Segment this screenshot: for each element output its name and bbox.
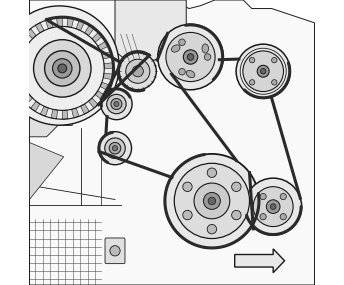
Circle shape [187,54,194,60]
FancyBboxPatch shape [105,238,125,264]
Polygon shape [115,0,186,63]
Circle shape [236,44,290,98]
Polygon shape [40,106,49,116]
Circle shape [58,64,67,73]
Circle shape [34,40,91,97]
Circle shape [272,58,277,63]
Polygon shape [35,23,44,33]
Circle shape [165,154,259,248]
Circle shape [111,99,122,109]
Polygon shape [80,104,89,114]
Circle shape [158,24,223,90]
Circle shape [183,210,192,220]
Circle shape [183,182,192,192]
Polygon shape [92,32,102,42]
Polygon shape [56,18,62,27]
Polygon shape [62,110,68,119]
Circle shape [183,50,198,64]
Circle shape [207,225,217,234]
Polygon shape [100,82,110,90]
Polygon shape [45,19,53,29]
Circle shape [203,192,221,209]
Circle shape [260,213,266,220]
Circle shape [132,66,143,77]
Polygon shape [19,37,30,46]
Polygon shape [235,249,284,273]
Polygon shape [31,101,40,111]
Circle shape [260,194,266,200]
Circle shape [257,65,269,77]
Polygon shape [67,18,74,27]
Circle shape [272,80,277,85]
Polygon shape [76,21,84,30]
Circle shape [109,142,121,154]
Circle shape [266,200,280,213]
Circle shape [260,68,266,74]
Polygon shape [26,29,36,39]
Ellipse shape [202,44,208,53]
Polygon shape [30,142,64,200]
Circle shape [105,138,125,158]
Circle shape [208,197,216,205]
Circle shape [243,51,283,91]
Circle shape [174,163,249,239]
Circle shape [166,32,215,82]
Circle shape [112,146,118,151]
Polygon shape [85,25,94,36]
Polygon shape [17,87,27,95]
Circle shape [232,210,241,220]
Circle shape [45,51,80,86]
Circle shape [249,58,255,63]
Polygon shape [11,68,21,74]
Circle shape [280,213,287,220]
Ellipse shape [171,45,180,52]
Polygon shape [12,57,21,64]
Polygon shape [88,98,98,108]
Circle shape [204,54,211,60]
Circle shape [98,132,131,165]
Circle shape [110,246,120,256]
Polygon shape [14,46,24,54]
Circle shape [207,168,217,177]
Circle shape [119,53,156,90]
Circle shape [249,80,255,85]
Polygon shape [104,63,113,68]
Circle shape [194,183,230,219]
Polygon shape [30,100,72,137]
Polygon shape [102,52,112,59]
Polygon shape [13,78,23,85]
Circle shape [0,6,119,125]
Circle shape [179,39,185,46]
Polygon shape [23,95,33,104]
Circle shape [179,68,185,75]
Polygon shape [103,73,113,80]
Circle shape [253,187,293,227]
Circle shape [101,88,132,120]
Circle shape [114,101,119,107]
Circle shape [107,94,126,114]
Polygon shape [30,0,314,285]
Polygon shape [98,41,108,50]
Polygon shape [51,109,57,119]
Circle shape [245,178,302,235]
Circle shape [280,194,287,200]
Circle shape [126,59,150,83]
Circle shape [232,182,241,192]
Polygon shape [95,91,105,100]
Polygon shape [72,108,79,118]
Circle shape [270,204,276,209]
Ellipse shape [186,70,195,78]
Circle shape [53,59,72,78]
